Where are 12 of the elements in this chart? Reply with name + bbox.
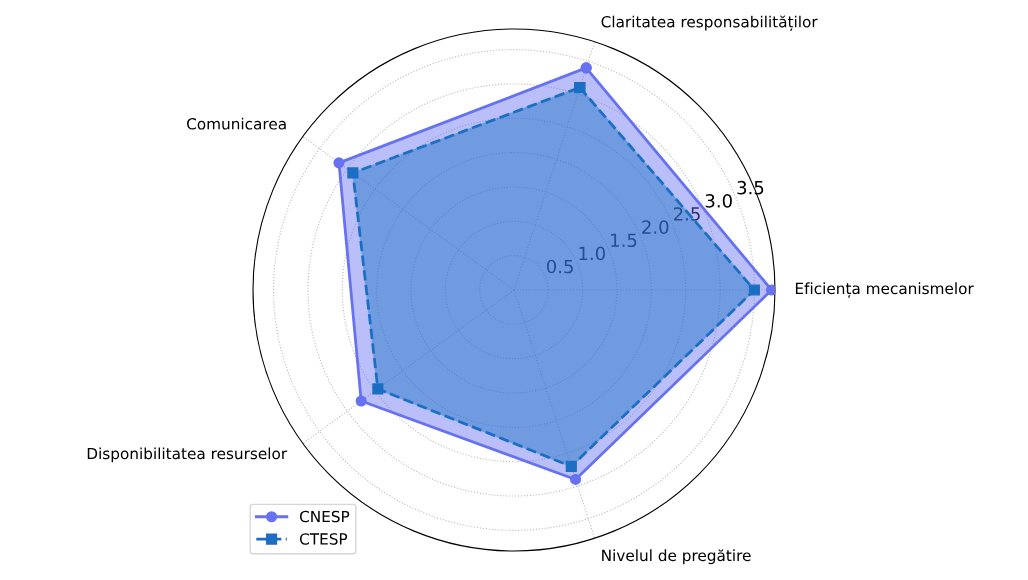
y-tick-label: 2.0 — [642, 220, 669, 234]
legend-label: CNESP — [299, 510, 350, 523]
y-tick-label: 1.0 — [579, 246, 605, 261]
legend-label: CTESP — [299, 533, 348, 545]
spoke-label: Nivelul de pregătire — [602, 549, 751, 565]
y-tick-label: 3.0 — [705, 193, 732, 208]
spoke-label: Eficiența mecanismelor — [795, 282, 974, 298]
spoke-label: Claritatea responsabilităților — [601, 15, 818, 31]
y-tick-label: 0.5 — [546, 259, 573, 274]
y-tick-label: 1.5 — [611, 233, 637, 248]
spoke-label: Comunicarea — [187, 117, 286, 130]
spoke-label: Disponibilitatea resurselor — [87, 447, 288, 463]
